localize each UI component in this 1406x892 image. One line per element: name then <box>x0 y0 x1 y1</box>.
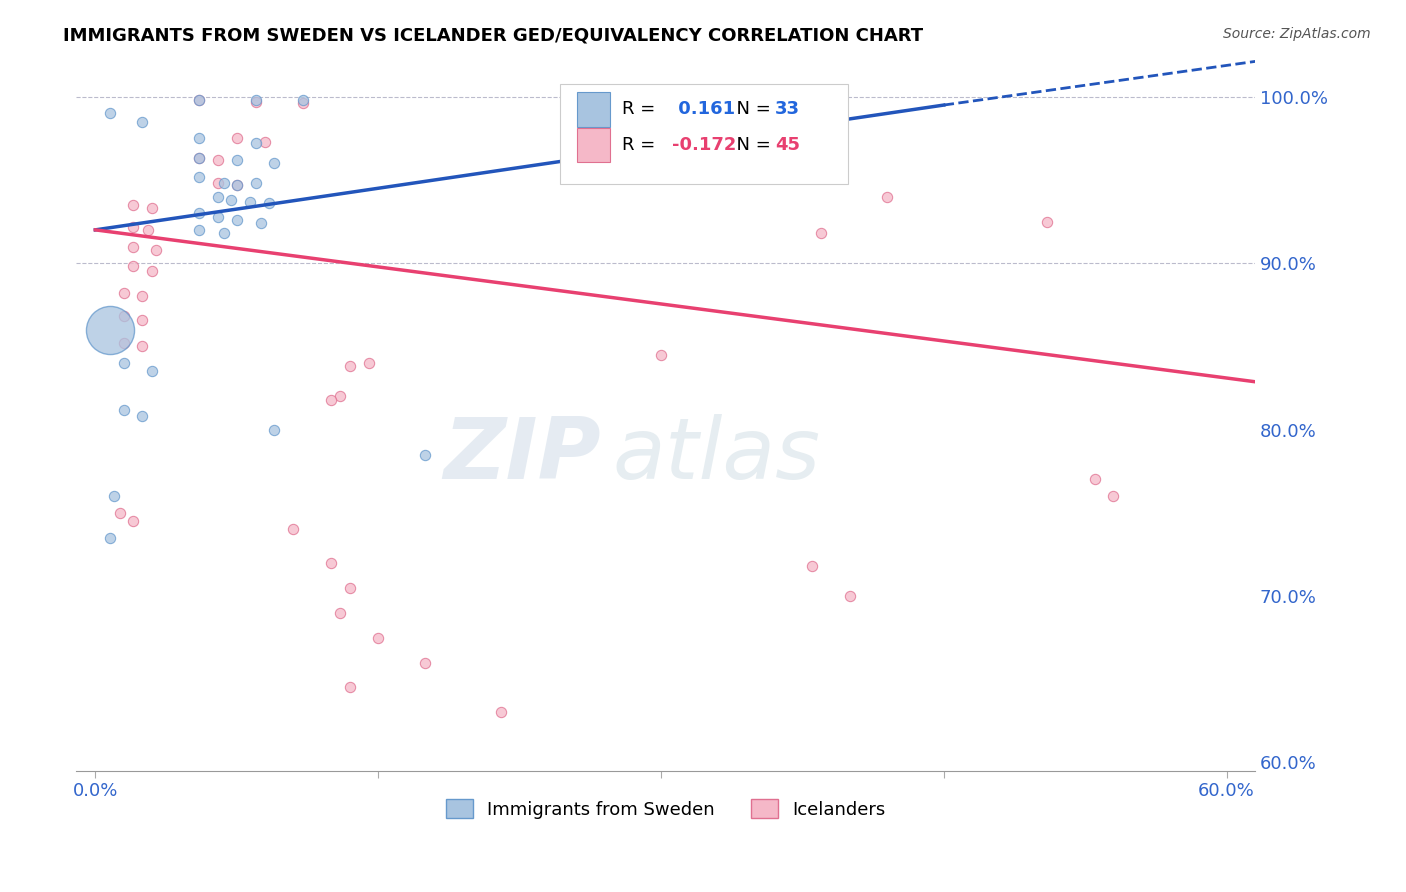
Point <box>800 559 823 574</box>
Point <box>188 223 211 237</box>
Point <box>257 196 280 211</box>
Point <box>245 136 267 151</box>
Point <box>1084 473 1107 487</box>
Point <box>329 389 352 403</box>
Point <box>212 176 235 190</box>
Point <box>263 423 285 437</box>
Point <box>212 226 235 240</box>
Point <box>131 289 153 303</box>
Point <box>254 135 277 149</box>
Point <box>225 178 247 192</box>
Point <box>103 489 125 503</box>
Point <box>131 409 153 424</box>
Point <box>489 706 512 720</box>
Point <box>122 239 145 253</box>
Point <box>207 189 229 203</box>
Point <box>131 339 153 353</box>
Point <box>239 194 262 209</box>
Point <box>108 506 131 520</box>
Point <box>810 226 832 240</box>
Point <box>122 219 145 234</box>
Legend: Immigrants from Sweden, Icelanders: Immigrants from Sweden, Icelanders <box>439 792 893 826</box>
Point <box>122 514 145 528</box>
Text: ZIP: ZIP <box>443 415 600 498</box>
Text: -0.172: -0.172 <box>672 136 735 153</box>
Point <box>100 106 122 120</box>
Point <box>219 193 242 207</box>
Point <box>876 189 898 203</box>
FancyBboxPatch shape <box>560 84 848 184</box>
Text: 33: 33 <box>775 100 800 118</box>
Point <box>207 210 229 224</box>
Point <box>131 114 153 128</box>
Point <box>112 402 135 417</box>
Point <box>141 364 163 378</box>
Point <box>650 348 672 362</box>
Point <box>112 286 135 301</box>
Point <box>225 178 247 192</box>
Point <box>339 359 361 374</box>
Text: N =: N = <box>724 100 776 118</box>
Text: atlas: atlas <box>613 415 821 498</box>
Text: R =: R = <box>621 136 661 153</box>
Point <box>339 681 361 695</box>
Text: R =: R = <box>621 100 661 118</box>
Text: N =: N = <box>724 136 776 153</box>
Point <box>141 201 163 215</box>
Point <box>413 448 436 462</box>
Point <box>329 606 352 620</box>
Point <box>100 531 122 545</box>
Point <box>291 96 314 111</box>
Point <box>339 581 361 595</box>
Point <box>122 260 145 274</box>
Point <box>112 310 135 324</box>
Point <box>188 151 211 165</box>
Bar <box>578 128 610 162</box>
Point <box>1036 214 1059 228</box>
Point <box>207 153 229 167</box>
Point <box>225 131 247 145</box>
Point <box>245 176 267 190</box>
Point <box>357 356 380 370</box>
Point <box>413 656 436 670</box>
Text: IMMIGRANTS FROM SWEDEN VS ICELANDER GED/EQUIVALENCY CORRELATION CHART: IMMIGRANTS FROM SWEDEN VS ICELANDER GED/… <box>63 27 924 45</box>
Point <box>319 392 342 407</box>
Point <box>188 93 211 107</box>
Point <box>131 312 153 326</box>
Point <box>188 93 211 107</box>
Point <box>225 213 247 227</box>
Point <box>136 223 159 237</box>
Point <box>245 93 267 107</box>
Text: 45: 45 <box>775 136 800 153</box>
Bar <box>578 93 610 127</box>
Point <box>122 198 145 212</box>
Point <box>207 176 229 190</box>
Text: Source: ZipAtlas.com: Source: ZipAtlas.com <box>1223 27 1371 41</box>
Point <box>225 153 247 167</box>
Point <box>145 243 167 257</box>
Point <box>112 336 135 351</box>
Point <box>100 323 122 337</box>
Point <box>245 95 267 109</box>
Point <box>291 93 314 107</box>
Point <box>188 206 211 220</box>
Point <box>188 169 211 184</box>
Text: 0.161: 0.161 <box>672 100 735 118</box>
Point <box>263 156 285 170</box>
Point <box>283 522 305 536</box>
Point <box>367 631 389 645</box>
Point <box>188 131 211 145</box>
Point <box>112 356 135 370</box>
Point <box>141 264 163 278</box>
Point <box>838 589 860 603</box>
Point <box>250 216 273 230</box>
Point <box>319 556 342 570</box>
Point <box>1102 489 1125 503</box>
Point <box>188 151 211 165</box>
